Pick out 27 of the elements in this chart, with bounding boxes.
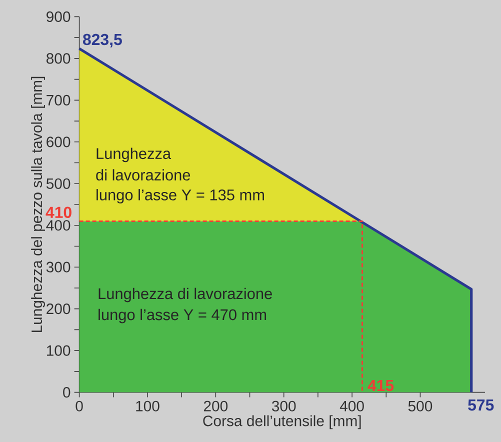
y-tick-label: 300 — [46, 262, 70, 272]
annotation: Lunghezza — [96, 148, 172, 162]
y-tick-label: 400 — [46, 220, 70, 231]
y-tick-label: 0 — [63, 387, 70, 398]
y-tick-label: 500 — [46, 178, 70, 189]
annotation: Lunghezza di lavorazione — [98, 288, 272, 302]
x-tick-label: 100 — [136, 400, 160, 412]
annotation: lungo l’asse Y = 470 mm — [98, 308, 266, 324]
x-axis-title: Corsa dell’utensile [mm] — [203, 415, 361, 430]
x-tick-label: 500 — [408, 400, 432, 412]
y-tick-label: 900 — [46, 11, 70, 22]
y-tick-label: 800 — [46, 53, 70, 64]
annotation: di lavorazione — [96, 169, 190, 181]
x-tick-label: 400 — [340, 400, 364, 412]
y-tick-label: 200 — [46, 304, 70, 314]
x-tick-label: 200 — [204, 400, 228, 412]
y-axis-title: Lunghezza del pezzo sulla tavola [mm] — [31, 76, 45, 332]
x-tick-label: 300 — [272, 400, 296, 412]
annotation: 415 — [368, 380, 394, 392]
annotation: 410 — [46, 206, 72, 218]
annotation: lungo l’asse Y = 135 mm — [96, 189, 264, 204]
x-tick-label: 0 — [76, 400, 83, 412]
annotation: 575 — [468, 399, 494, 411]
y-tick-label: 700 — [46, 94, 70, 106]
y-tick-label: 600 — [46, 136, 70, 148]
y-tick-label: 100 — [46, 345, 70, 356]
annotation: 823,5 — [83, 34, 122, 48]
